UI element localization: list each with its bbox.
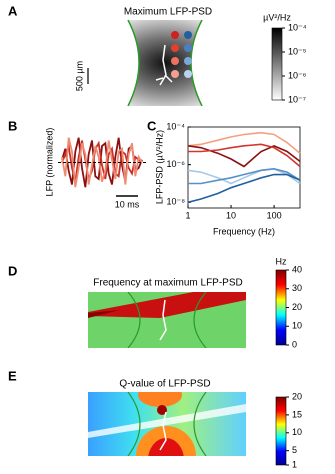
psd-line xyxy=(188,143,301,168)
colorbar-tick-label: 1 xyxy=(292,459,297,469)
map-a xyxy=(100,20,230,106)
colorbar-tick-label: 10⁻⁷ xyxy=(288,94,306,104)
scale-bar-label: 500 µm xyxy=(74,61,84,91)
panel-label: B xyxy=(8,118,17,133)
panel-label: D xyxy=(8,263,17,278)
colorbar xyxy=(271,27,283,101)
colorbar xyxy=(275,396,287,466)
colorbar-tick-label: 40 xyxy=(292,264,302,274)
y-tick-label: 10⁻⁴ xyxy=(166,121,185,131)
x-tick-label: 10 xyxy=(226,210,236,220)
colorbar-tick-label: 30 xyxy=(292,283,302,293)
map-e xyxy=(88,392,246,456)
colorbar-tick-label: 20 xyxy=(292,302,302,312)
colorbar xyxy=(275,269,287,346)
psd-line xyxy=(187,144,301,168)
psd-line xyxy=(187,173,301,204)
colorbar-tick-label: 10⁻⁶ xyxy=(288,70,307,80)
colorbar-tick-label: 10 xyxy=(292,321,302,331)
colorbar-label: Hz xyxy=(276,256,287,266)
psd-line xyxy=(187,131,301,154)
x-tick-label: 100 xyxy=(267,210,282,220)
panel-title: Q-value of LFP-PSD xyxy=(119,379,210,390)
colorbar-tick-label: 15 xyxy=(292,409,302,419)
psd-line xyxy=(188,168,301,185)
y-tick-label: 10⁻⁶ xyxy=(167,159,186,169)
panel-label: A xyxy=(8,3,18,18)
trace xyxy=(61,137,143,188)
panel-title: Maximum LFP-PSD xyxy=(124,7,212,18)
panel-label: E xyxy=(8,368,17,383)
colorbar-tick-label: 10⁻⁵ xyxy=(288,46,307,56)
plot-frame xyxy=(187,126,301,209)
map-d xyxy=(88,292,246,348)
colorbar-tick-label: 0 xyxy=(292,339,297,349)
x-axis-label: Frequency (Hz) xyxy=(213,226,275,236)
y-axis-label: LFP-PSD (µV²/Hz) xyxy=(154,130,164,204)
colorbar-tick-label: 10⁻⁴ xyxy=(288,22,307,32)
x-tick-label: 1 xyxy=(185,210,190,220)
colorbar-tick-label: 20 xyxy=(292,391,302,401)
trace xyxy=(61,137,143,188)
y-axis-label: LFP (normalized) xyxy=(44,128,54,197)
colorbar-tick-label: 5 xyxy=(292,445,297,455)
colorbar-label: µV²/Hz xyxy=(263,12,291,22)
panel-title: Frequency at maximum LFP-PSD xyxy=(93,278,243,289)
panel-label: C xyxy=(147,118,157,133)
colorbar-tick-label: 10 xyxy=(292,427,302,437)
scale-bar-label: 10 ms xyxy=(115,199,140,209)
psd-line xyxy=(187,168,301,185)
y-tick-label: 10⁻⁸ xyxy=(166,197,185,207)
